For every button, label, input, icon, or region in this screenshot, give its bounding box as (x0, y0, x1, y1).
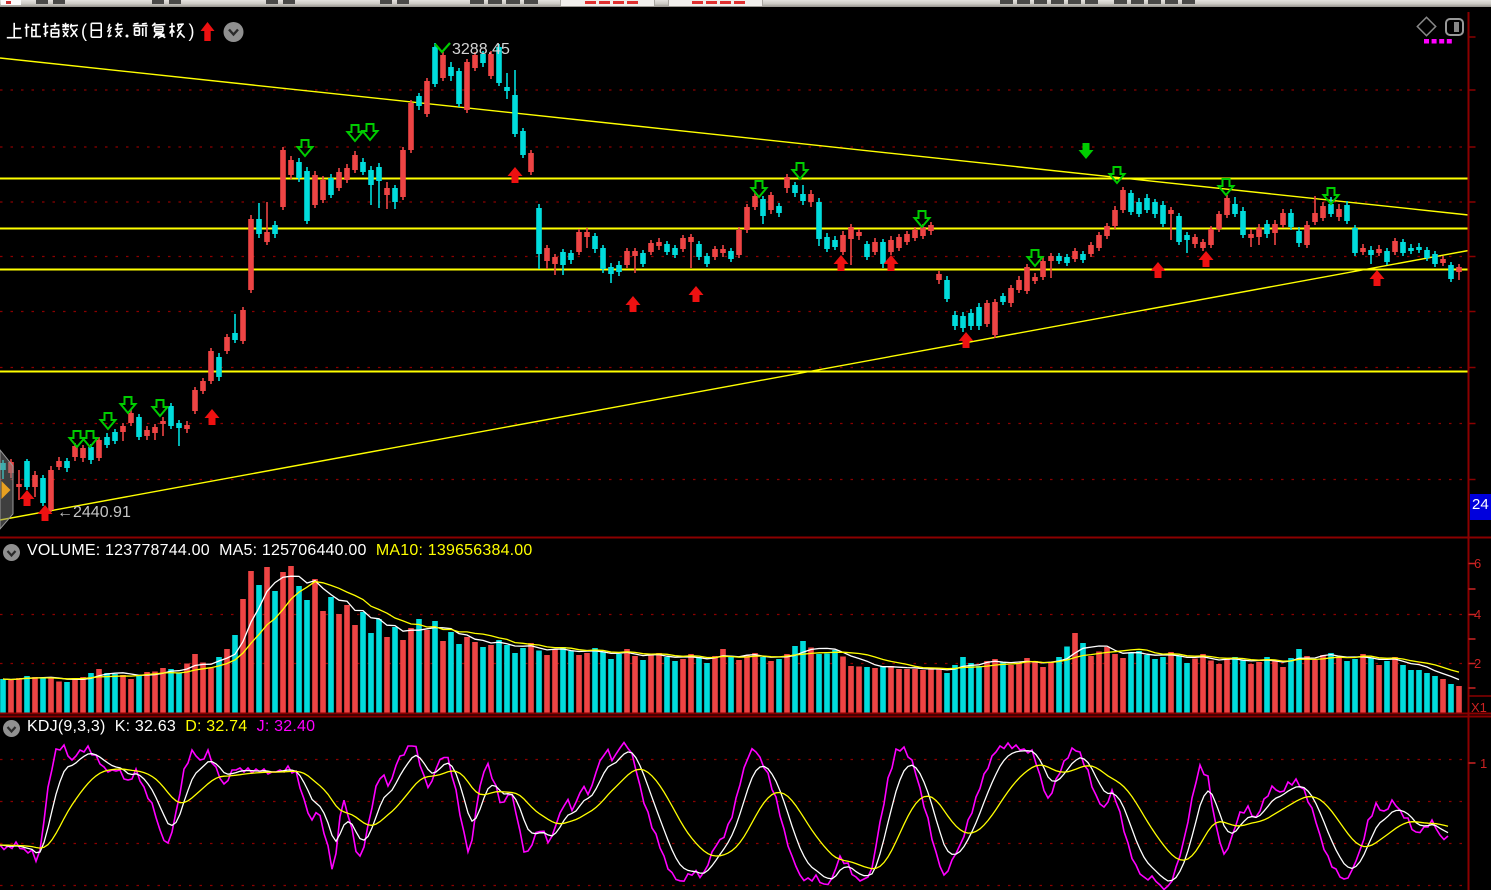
svg-text:): ) (189, 21, 195, 41)
svg-text:(: ( (81, 21, 87, 41)
